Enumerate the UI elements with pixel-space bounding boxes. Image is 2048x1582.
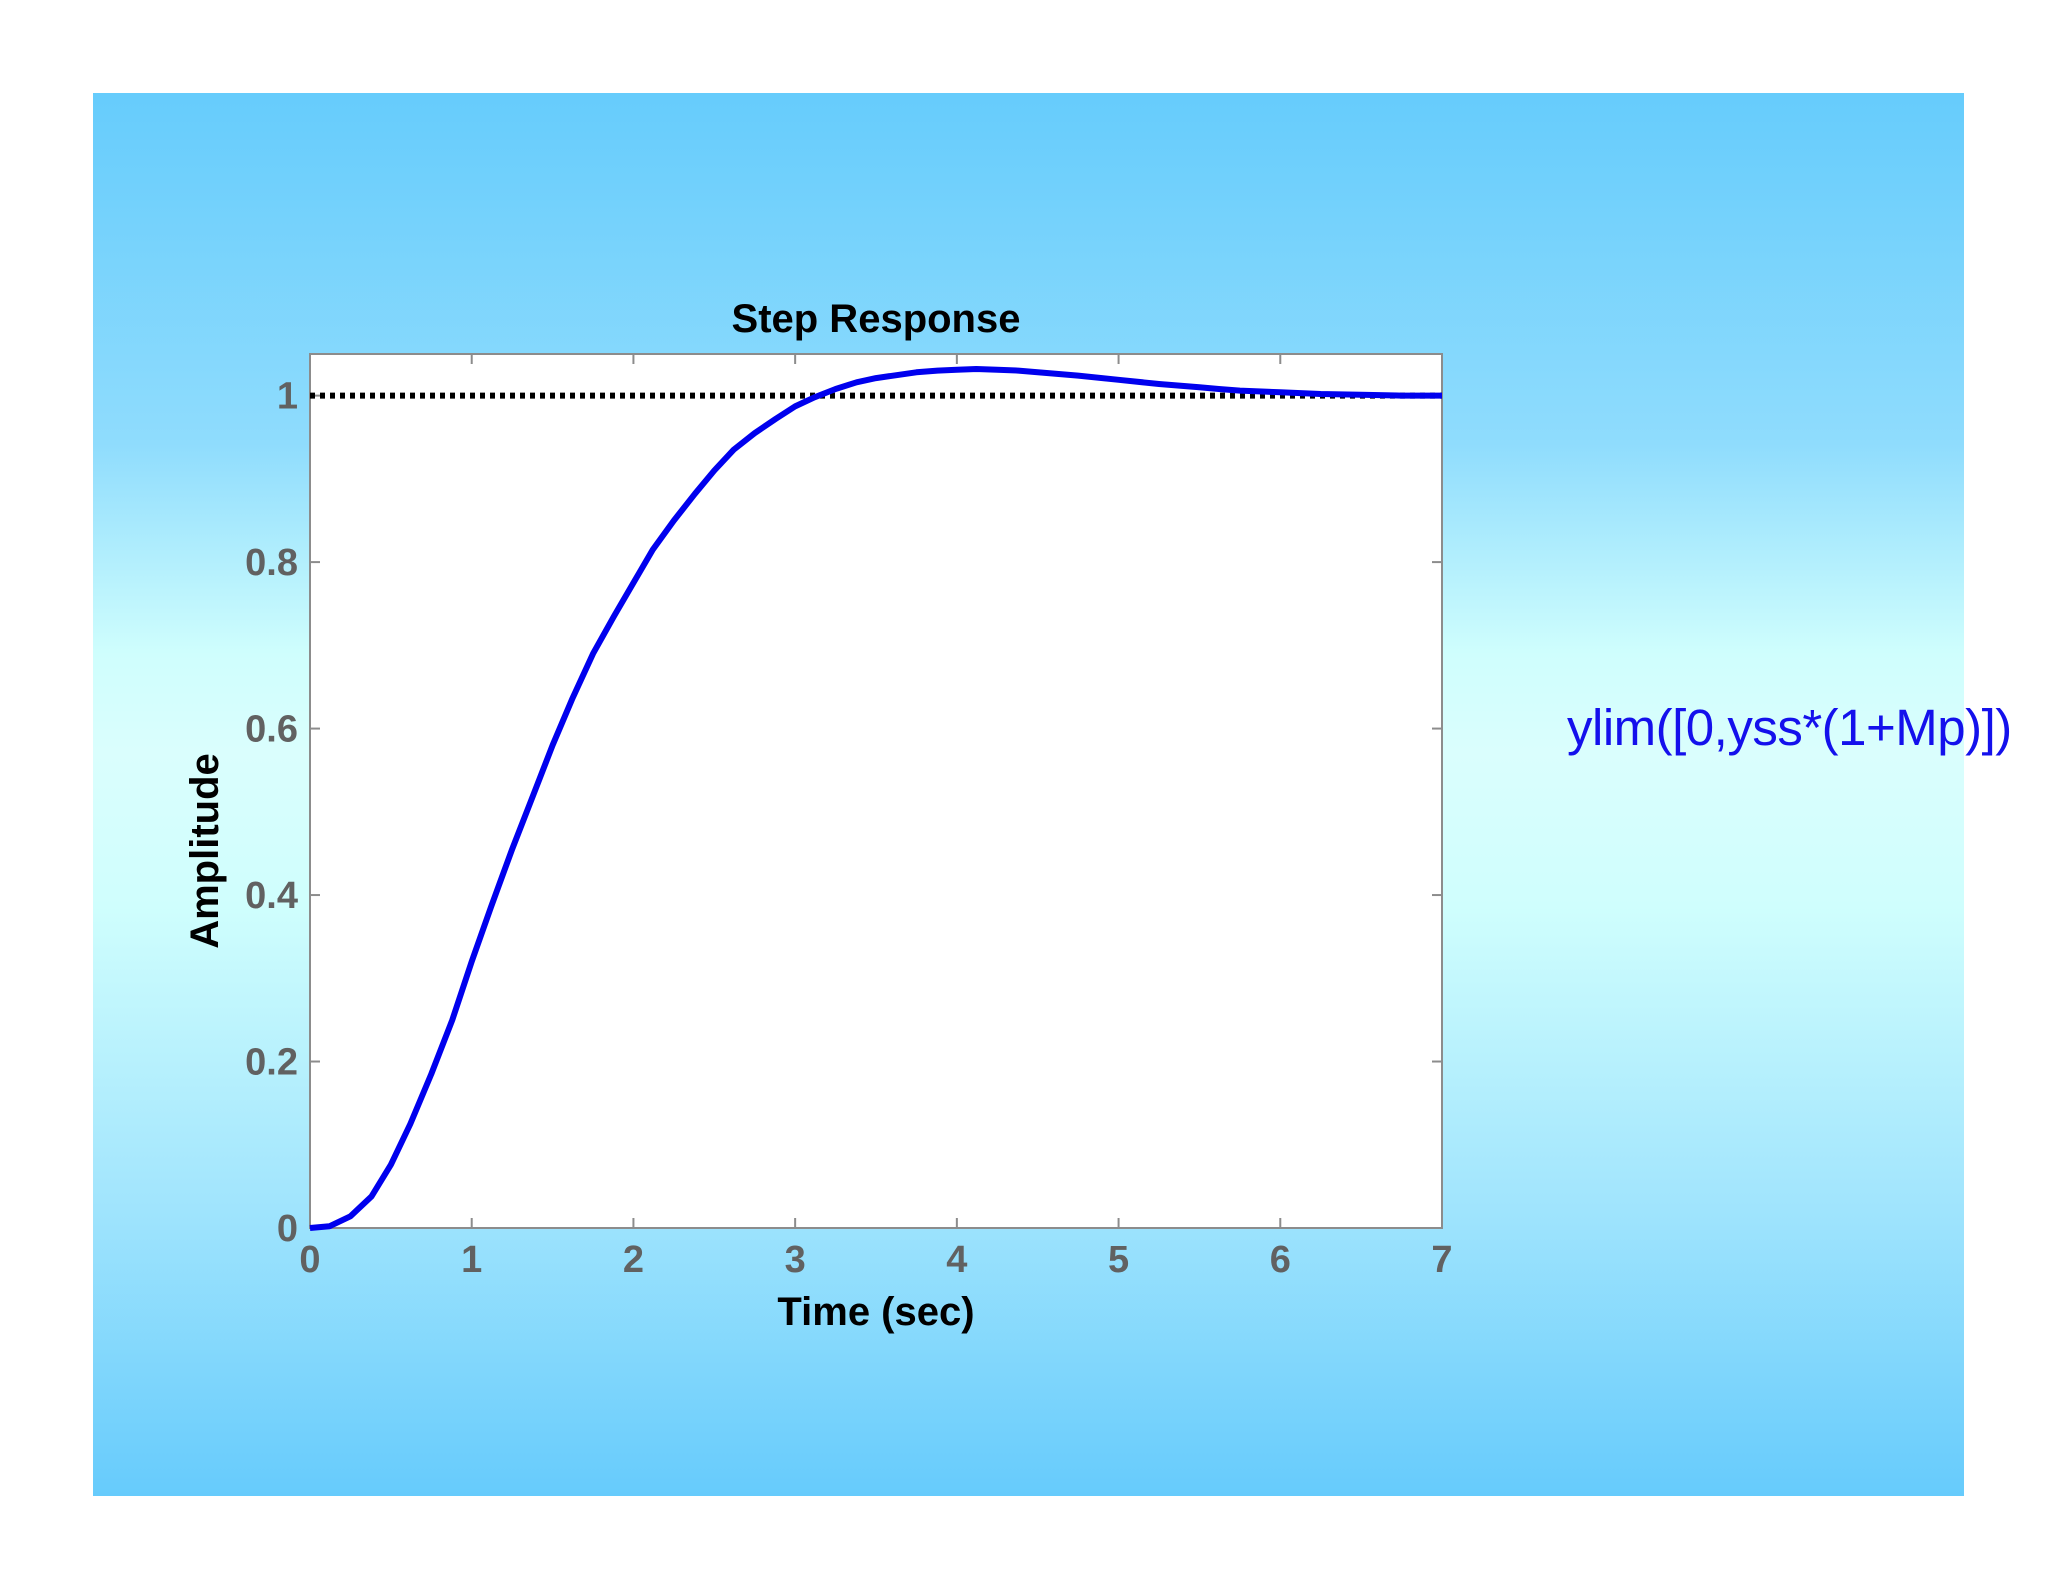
plot-area xyxy=(309,353,1443,1229)
y-tick-label: 0.6 xyxy=(245,709,298,751)
y-tick-label: 0 xyxy=(277,1208,298,1250)
ylim-annotation: ylim([0,yss*(1+Mp)]) xyxy=(1567,699,2012,756)
y-tick-label: 0.8 xyxy=(245,542,298,584)
tick-marks xyxy=(309,354,1443,1229)
response-line xyxy=(309,366,1442,1231)
x-tick-label: 0 xyxy=(299,1239,320,1281)
x-tick-label: 5 xyxy=(1108,1239,1129,1281)
x-axis-title: Time (sec) xyxy=(777,1290,974,1334)
x-tick-label: 3 xyxy=(785,1239,806,1281)
y-tick-label: 0.4 xyxy=(245,875,298,917)
slide-background: 0 1 2 3 4 5 6 7 0 0.2 0.4 0.6 0.8 1 Step Response Tim… xyxy=(93,93,2012,1496)
chart-title: Step Response xyxy=(732,297,1021,341)
y-tick-label: 0.2 xyxy=(245,1042,298,1084)
y-axis-title: Amplitude xyxy=(183,753,227,949)
x-tick-label: 6 xyxy=(1270,1239,1291,1281)
series-layer xyxy=(309,366,1442,1231)
tick-labels: 0 1 2 3 4 5 6 7 0 0.2 0.4 0.6 0.8 1 xyxy=(245,376,1452,1281)
y-tick-label: 1 xyxy=(277,376,298,418)
x-tick-label: 1 xyxy=(461,1239,482,1281)
x-tick-label: 4 xyxy=(946,1239,967,1281)
step-response-chart: 0 1 2 3 4 5 6 7 0 0.2 0.4 0.6 0.8 1 Step Response Tim… xyxy=(183,297,1453,1334)
x-tick-label: 7 xyxy=(1431,1239,1452,1281)
x-tick-label: 2 xyxy=(623,1239,644,1281)
